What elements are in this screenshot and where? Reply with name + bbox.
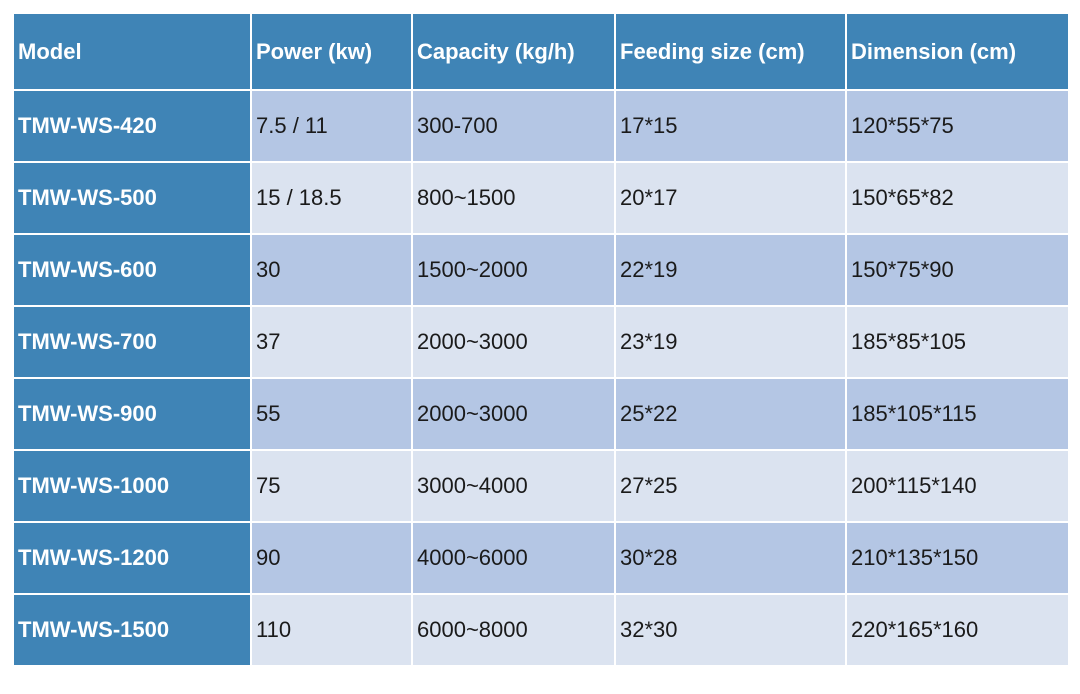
feeding-size-cell: 22*19 [614, 233, 847, 307]
model-cell: TMW-WS-1200 [12, 521, 252, 595]
capacity-cell: 4000~6000 [411, 521, 616, 595]
model-cell: TMW-WS-700 [12, 305, 252, 379]
feeding-size-cell: 27*25 [614, 449, 847, 523]
column-header-capacity: Capacity (kg/h) [411, 12, 616, 91]
capacity-cell: 2000~3000 [411, 305, 616, 379]
feeding-size-cell: 25*22 [614, 377, 847, 451]
table-header-row: Model Power (kw) Capacity (kg/h) Feeding… [12, 12, 1070, 91]
power-cell: 30 [250, 233, 413, 307]
spec-table: Model Power (kw) Capacity (kg/h) Feeding… [12, 12, 1070, 667]
table-row: TMW-WS-500 15 / 18.5 800~1500 20*17 150*… [12, 161, 1070, 235]
power-cell: 37 [250, 305, 413, 379]
table-row: TMW-WS-1000 75 3000~4000 27*25 200*115*1… [12, 449, 1070, 523]
table-row: TMW-WS-420 7.5 / 11 300-700 17*15 120*55… [12, 89, 1070, 163]
table-row: TMW-WS-600 30 1500~2000 22*19 150*75*90 [12, 233, 1070, 307]
column-header-model: Model [12, 12, 252, 91]
power-cell: 110 [250, 593, 413, 667]
power-cell: 7.5 / 11 [250, 89, 413, 163]
model-cell: TMW-WS-600 [12, 233, 252, 307]
feeding-size-cell: 32*30 [614, 593, 847, 667]
dimension-cell: 150*65*82 [845, 161, 1070, 235]
dimension-cell: 220*165*160 [845, 593, 1070, 667]
capacity-cell: 3000~4000 [411, 449, 616, 523]
table-row: TMW-WS-1500 110 6000~8000 32*30 220*165*… [12, 593, 1070, 667]
feeding-size-cell: 30*28 [614, 521, 847, 595]
dimension-cell: 120*55*75 [845, 89, 1070, 163]
dimension-cell: 200*115*140 [845, 449, 1070, 523]
power-cell: 15 / 18.5 [250, 161, 413, 235]
dimension-cell: 185*85*105 [845, 305, 1070, 379]
table-row: TMW-WS-1200 90 4000~6000 30*28 210*135*1… [12, 521, 1070, 595]
column-header-feeding-size: Feeding size (cm) [614, 12, 847, 91]
table-row: TMW-WS-700 37 2000~3000 23*19 185*85*105 [12, 305, 1070, 379]
table-row: TMW-WS-900 55 2000~3000 25*22 185*105*11… [12, 377, 1070, 451]
feeding-size-cell: 23*19 [614, 305, 847, 379]
dimension-cell: 210*135*150 [845, 521, 1070, 595]
capacity-cell: 1500~2000 [411, 233, 616, 307]
feeding-size-cell: 17*15 [614, 89, 847, 163]
model-cell: TMW-WS-1000 [12, 449, 252, 523]
feeding-size-cell: 20*17 [614, 161, 847, 235]
column-header-dimension: Dimension (cm) [845, 12, 1070, 91]
model-cell: TMW-WS-420 [12, 89, 252, 163]
capacity-cell: 6000~8000 [411, 593, 616, 667]
model-cell: TMW-WS-1500 [12, 593, 252, 667]
power-cell: 55 [250, 377, 413, 451]
power-cell: 90 [250, 521, 413, 595]
model-cell: TMW-WS-500 [12, 161, 252, 235]
column-header-power: Power (kw) [250, 12, 413, 91]
capacity-cell: 300-700 [411, 89, 616, 163]
power-cell: 75 [250, 449, 413, 523]
dimension-cell: 150*75*90 [845, 233, 1070, 307]
dimension-cell: 185*105*115 [845, 377, 1070, 451]
capacity-cell: 2000~3000 [411, 377, 616, 451]
model-cell: TMW-WS-900 [12, 377, 252, 451]
capacity-cell: 800~1500 [411, 161, 616, 235]
